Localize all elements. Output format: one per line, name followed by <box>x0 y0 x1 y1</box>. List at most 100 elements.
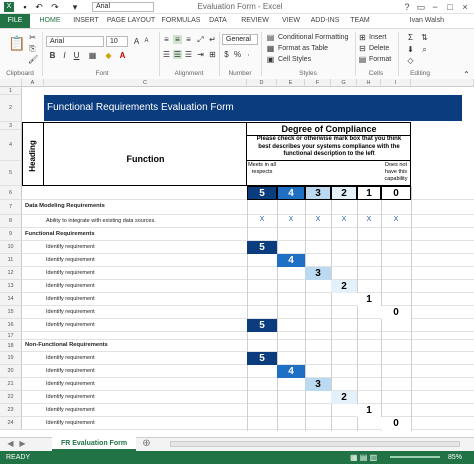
insert-cells-button[interactable]: Insert <box>369 34 387 41</box>
conditional-formatting-button[interactable]: Conditional Formatting <box>278 34 349 41</box>
paste-icon[interactable]: 📋 <box>8 35 26 51</box>
align-middle-icon[interactable]: ≡ <box>173 35 182 44</box>
rating-cell[interactable]: 4 <box>277 365 305 378</box>
row-header-23[interactable]: 23 <box>0 404 22 417</box>
row-header-4[interactable]: 4 <box>0 130 22 161</box>
horizontal-scrollbar[interactable] <box>170 441 460 447</box>
row-header-22[interactable]: 22 <box>0 391 22 404</box>
rating-cell[interactable]: 5 <box>247 352 277 365</box>
rating-cell[interactable]: 5 <box>247 319 277 332</box>
undo-icon[interactable]: ↶ <box>35 2 43 12</box>
column-header-h[interactable]: H <box>357 79 381 87</box>
redo-icon[interactable]: ↷ <box>51 2 59 12</box>
row-header-15[interactable]: 15 <box>0 306 22 319</box>
borders-icon[interactable]: ▦ <box>88 51 97 60</box>
compliance-checkbox[interactable]: X <box>366 216 372 223</box>
fill-color-icon[interactable]: ◆ <box>105 51 112 60</box>
indent-icon[interactable]: ⇥ <box>197 50 204 59</box>
ribbon-display-icon[interactable]: ▭ <box>416 2 426 12</box>
orientation-icon[interactable]: ⤢ <box>197 35 204 44</box>
maximize-icon[interactable]: □ <box>447 2 453 12</box>
tab-formulas[interactable]: FORMULAS <box>161 17 201 24</box>
tab-add-ins[interactable]: ADD-INS <box>310 17 340 24</box>
copy-icon[interactable]: ⎘ <box>29 44 36 53</box>
column-header-g[interactable]: G <box>331 79 357 87</box>
autosum-icon[interactable]: Σ <box>408 33 413 42</box>
rating-cell[interactable]: 2 <box>331 280 357 293</box>
rating-cell[interactable]: 4 <box>277 254 305 267</box>
quick-access-font-box[interactable]: Arial <box>92 2 154 12</box>
collapse-ribbon-icon[interactable]: ⌃ <box>463 70 470 79</box>
tab-review[interactable]: REVIEW <box>241 17 269 24</box>
scroll-right-icon[interactable]: ▶ <box>19 439 26 448</box>
rating-cell[interactable]: 0 <box>381 417 411 430</box>
rating-cell[interactable]: 1 <box>357 404 381 417</box>
row-header-3[interactable]: 3 <box>0 122 22 130</box>
cell-styles-button[interactable]: Cell Styles <box>278 56 312 63</box>
tab-file[interactable]: FILE <box>0 14 30 28</box>
save-icon[interactable]: ▪ <box>23 2 27 12</box>
font-size-box[interactable]: 10 <box>106 36 128 47</box>
clear-icon[interactable]: ◇ <box>407 56 414 65</box>
row-header-24[interactable]: 24 <box>0 417 22 430</box>
row-header-11[interactable]: 11 <box>0 254 22 267</box>
row-header-10[interactable]: 10 <box>0 241 22 254</box>
row-header-20[interactable]: 20 <box>0 365 22 378</box>
row-header-2[interactable]: 2 <box>0 95 22 122</box>
close-icon[interactable]: × <box>462 2 468 12</box>
format-as-table-button[interactable]: Format as Table <box>278 45 329 52</box>
tab-insert[interactable]: INSERT <box>73 17 99 24</box>
sort-filter-icon[interactable]: ⇅ <box>421 33 428 42</box>
decrease-font-icon[interactable]: A <box>144 38 149 44</box>
tab-data[interactable]: DATA <box>209 17 227 24</box>
user-name[interactable]: Ivan Walsh <box>409 17 444 24</box>
wrap-text-icon[interactable]: ↵ <box>209 35 216 44</box>
column-header-d[interactable]: D <box>247 79 277 87</box>
tab-home[interactable]: HOME <box>39 17 61 24</box>
tab-team[interactable]: TEAM <box>350 17 370 24</box>
zoom-level[interactable]: 85% <box>448 454 463 461</box>
quick-access-menu-icon[interactable]: ▾ <box>72 2 78 12</box>
scroll-left-icon[interactable]: ◀ <box>7 439 14 448</box>
column-header-f[interactable]: F <box>305 79 331 87</box>
compliance-checkbox[interactable]: X <box>341 216 347 223</box>
currency-icon[interactable]: $ <box>224 50 229 59</box>
format-cells-button[interactable]: Format <box>369 56 392 63</box>
row-header-19[interactable]: 19 <box>0 352 22 365</box>
tab-view[interactable]: VIEW <box>282 17 300 24</box>
cut-icon[interactable]: ✂ <box>29 33 36 42</box>
page-layout-view-icon[interactable]: ▦ ▤ ▥ <box>350 453 378 462</box>
row-header-8[interactable]: 8 <box>0 215 22 228</box>
column-header-a[interactable]: A <box>22 79 44 87</box>
bold-icon[interactable]: B <box>49 51 56 60</box>
rating-cell[interactable]: 2 <box>331 391 357 404</box>
align-center-icon[interactable]: ☰ <box>173 50 182 59</box>
rating-cell[interactable]: 1 <box>357 293 381 306</box>
format-painter-icon[interactable]: 🖌 <box>28 55 39 64</box>
row-header-9[interactable]: 9 <box>0 228 22 241</box>
column-header-i[interactable]: I <box>381 79 411 87</box>
row-header-1[interactable]: 1 <box>0 87 22 95</box>
comma-icon[interactable]: , <box>247 51 250 57</box>
align-left-icon[interactable]: ☰ <box>162 50 171 59</box>
column-header-c[interactable]: C <box>44 79 247 87</box>
percent-icon[interactable]: % <box>233 50 242 59</box>
compliance-checkbox[interactable]: X <box>259 216 265 223</box>
find-select-icon[interactable]: ⌕ <box>422 45 427 54</box>
row-header-18[interactable]: 18 <box>0 340 22 352</box>
font-name-box[interactable]: Arial <box>46 36 104 47</box>
delete-cells-button[interactable]: Delete <box>369 45 390 52</box>
row-header-17[interactable]: 17 <box>0 332 22 340</box>
worksheet-grid[interactable] <box>22 87 474 431</box>
row-header-6[interactable]: 6 <box>0 186 22 200</box>
compliance-checkbox[interactable]: X <box>393 216 399 223</box>
align-right-icon[interactable]: ☰ <box>184 50 193 59</box>
font-color-icon[interactable]: A <box>119 51 126 60</box>
fill-icon[interactable]: ⬇ <box>407 45 414 54</box>
row-header-7[interactable]: 7 <box>0 200 22 215</box>
rating-cell[interactable]: 0 <box>381 306 411 319</box>
italic-icon[interactable]: I <box>63 51 66 60</box>
help-icon[interactable]: ? <box>404 2 410 12</box>
align-top-icon[interactable]: ≡ <box>164 35 169 44</box>
underline-icon[interactable]: U <box>73 51 80 60</box>
